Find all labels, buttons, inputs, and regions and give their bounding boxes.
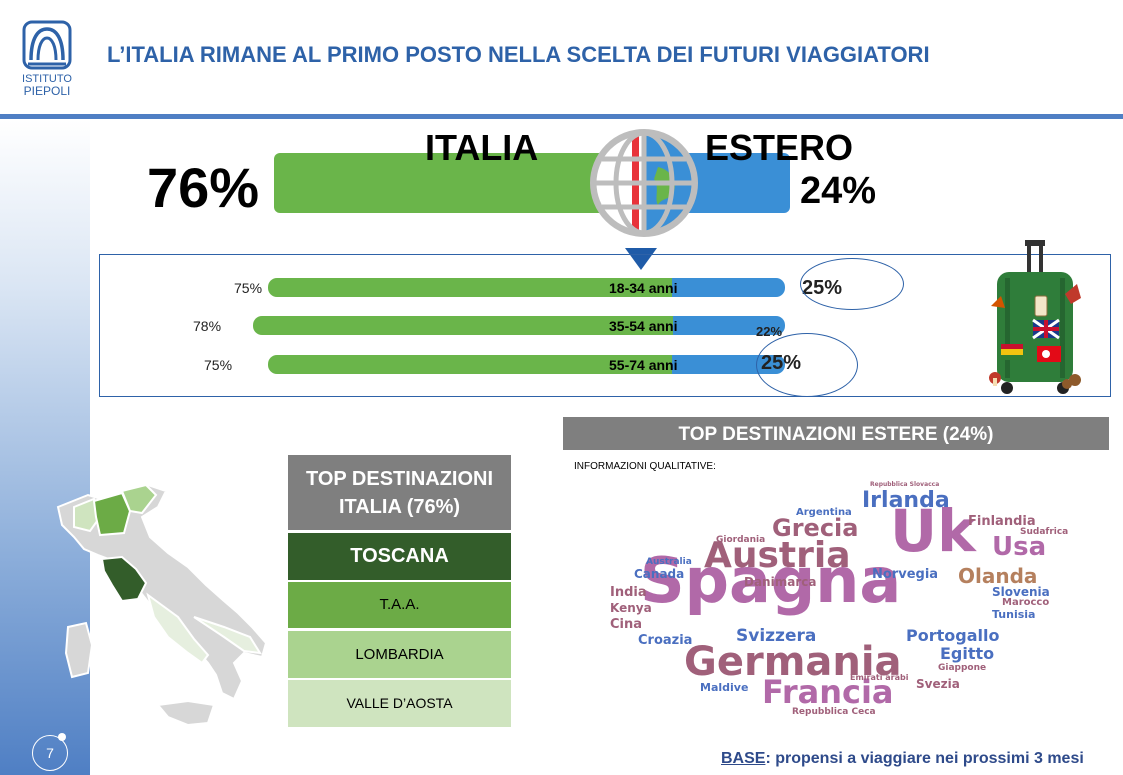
word-cloud-term: Olanda	[958, 564, 1038, 588]
highlight-oval-55-74	[756, 333, 858, 397]
word-cloud-term: Kenya	[610, 601, 652, 615]
italia-destination-1: TOSCANA	[288, 533, 511, 580]
word-cloud-term: Canada	[634, 567, 685, 581]
word-cloud-term: Sudafrica	[1020, 527, 1069, 537]
word-cloud-term: Grecia	[772, 514, 859, 542]
italia-label: ITALIA	[425, 127, 539, 168]
word-cloud-term: Finlandia	[968, 514, 1036, 529]
logo-line-2: PIEPOLI	[23, 84, 71, 98]
page-number-dot-icon	[58, 733, 66, 741]
word-cloud-term: Austria	[704, 535, 851, 576]
italia-destination-2: T.A.A.	[288, 582, 511, 628]
age-breakdown-panel	[99, 254, 1111, 397]
word-cloud-term: India	[610, 585, 647, 600]
word-cloud-term: Cina	[610, 617, 643, 632]
age-55-74-label: 55-74 anni	[609, 357, 678, 373]
word-cloud-term: Repubblica Ceca	[792, 707, 876, 717]
age-18-34-estero-bar	[672, 278, 785, 297]
italia-destinations-header: TOP DESTINAZIONI ITALIA (76%)	[288, 455, 511, 530]
word-cloud-term: Marocco	[1002, 597, 1050, 608]
page-title: L’ITALIA RIMANE AL PRIMO POSTO NELLA SCE…	[107, 42, 930, 67]
italia-destinations-header-line1: TOP DESTINAZIONI	[305, 468, 494, 490]
word-cloud-term: Emirati arabi	[850, 673, 909, 682]
logo-line-1: ISTITUTO	[22, 73, 72, 85]
word-cloud-term: Danimarca	[744, 575, 817, 589]
word-cloud-term: Portogallo	[906, 626, 1000, 645]
base-text: : propensi a viaggiare nei prossimi 3 me…	[765, 750, 1084, 767]
word-cloud-term: Svezia	[916, 677, 960, 691]
word-cloud-term: Norvegia	[872, 567, 939, 582]
word-cloud-term: Argentina	[796, 507, 852, 518]
word-cloud-term: Francia	[762, 673, 894, 711]
age-18-34-italia-bar	[268, 278, 672, 297]
age-35-54-estero-bar	[673, 316, 785, 335]
age-35-54-label: 35-54 anni	[609, 318, 678, 334]
age-35-54-italia-pct: 78%	[193, 318, 222, 334]
word-cloud-term: Germania	[684, 639, 902, 685]
word-cloud-term: Giappone	[938, 663, 987, 673]
word-cloud-term: Tunisia	[992, 608, 1036, 621]
base-key: BASE	[721, 750, 766, 767]
word-cloud-term: Svizzera	[736, 626, 817, 646]
italia-destination-3: LOMBARDIA	[288, 631, 511, 678]
word-cloud-term: Spagna	[640, 544, 902, 617]
word-cloud-term: Maldive	[700, 681, 749, 694]
age-55-74-italia-bar	[268, 355, 672, 374]
italy-map-icon	[56, 483, 268, 727]
age-18-34-italia-pct: 75%	[234, 280, 263, 296]
estero-percentage: 24%	[800, 170, 877, 212]
word-cloud-term: Australia	[646, 557, 692, 567]
age-35-54-estero-pct: 22%	[756, 324, 783, 339]
word-cloud-term: Uk	[890, 497, 976, 565]
word-cloud-term: Repubblica Slovacca	[870, 481, 940, 488]
word-cloud-term: Irlanda	[862, 488, 950, 513]
header-divider	[0, 114, 1123, 119]
base-footnote: BASE: propensi a viaggiare nei prossimi …	[721, 750, 1084, 768]
italia-bar	[274, 153, 644, 213]
estero-label: ESTERO	[705, 127, 854, 168]
word-cloud-term: Slovenia	[992, 585, 1050, 599]
word-cloud-term: Croazia	[638, 633, 693, 648]
istituto-piepoli-logo-icon	[22, 20, 72, 70]
word-cloud-term: Giordania	[716, 535, 766, 545]
italia-destinations-header-line2: ITALIA (76%)	[338, 496, 461, 518]
highlight-oval-18-34	[800, 258, 904, 310]
estere-destinations-header: TOP DESTINAZIONI ESTERE (24%)	[563, 417, 1109, 450]
age-55-74-italia-pct: 75%	[204, 357, 233, 373]
word-cloud-term: Egitto	[940, 644, 995, 663]
italia-percentage: 76%	[147, 156, 260, 219]
age-35-54-italia-bar	[253, 316, 673, 335]
word-cloud-term: Usa	[992, 532, 1047, 562]
qualitative-info-label: INFORMAZIONI QUALITATIVE:	[574, 461, 716, 472]
destinations-word-cloud: Spagna Uk Germania Austria Francia Greci…	[600, 478, 1080, 723]
italia-destination-4: VALLE D’AOSTA	[288, 680, 511, 727]
suitcase-icon	[989, 240, 1081, 394]
globe-icon	[590, 129, 698, 237]
pointer-triangle-icon	[625, 248, 657, 270]
page-number: 7	[32, 735, 68, 771]
age-18-34-label: 18-34 anni	[609, 280, 678, 296]
